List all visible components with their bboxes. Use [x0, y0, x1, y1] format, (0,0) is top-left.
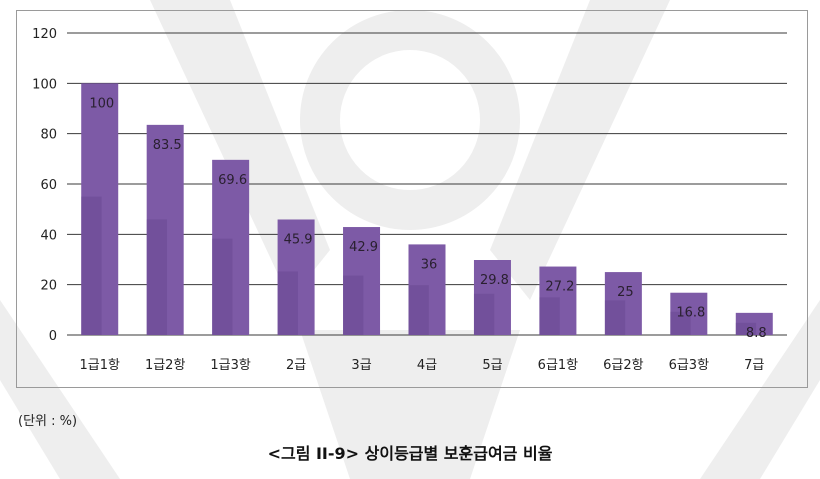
y-tick-label: 80	[40, 128, 57, 143]
bar-shade	[473, 293, 495, 335]
data-label: 16.8	[676, 306, 705, 321]
data-label: 42.9	[349, 240, 378, 255]
data-label: 36	[421, 257, 438, 272]
bar-shade	[604, 300, 626, 335]
bar-shade	[277, 271, 298, 335]
bar-shade	[735, 322, 757, 335]
data-label: 8.8	[746, 326, 767, 341]
unit-note: (단위 : %)	[18, 414, 78, 429]
y-tick-label: 60	[40, 178, 57, 193]
x-category-label: 4급	[417, 358, 437, 373]
x-category-label: 6급2항	[603, 358, 644, 373]
y-tick-label: 40	[40, 228, 57, 243]
chart-frame: 0 20 40 60 80 100 120 100 1급1항 83.5 1급2항 69.6 1급3항 45…	[16, 10, 808, 388]
x-category-label: 5급	[482, 358, 502, 373]
data-label: 45.9	[284, 232, 313, 247]
data-label: 100	[89, 96, 114, 111]
y-tick-label: 0	[49, 329, 57, 344]
bar	[277, 219, 315, 335]
x-category-label: 6급1항	[538, 358, 579, 373]
data-label: 29.8	[480, 273, 509, 288]
bar-shade	[81, 196, 102, 335]
bar-shade	[146, 219, 168, 335]
y-tick-label: 20	[40, 279, 57, 294]
data-label: 83.5	[153, 138, 182, 153]
x-category-label: 1급2항	[145, 358, 186, 373]
data-label: 25	[617, 285, 634, 300]
bar-shade	[343, 275, 364, 335]
bar-shade	[212, 238, 233, 335]
y-tick-label: 120	[32, 27, 57, 42]
x-category-label: 7급	[744, 358, 764, 373]
bar-shade	[539, 297, 560, 335]
x-category-label: 6급3항	[669, 358, 710, 373]
x-category-label: 3급	[351, 358, 371, 373]
bar	[604, 272, 642, 335]
bar	[146, 124, 184, 335]
x-category-label: 1급3항	[210, 358, 251, 373]
bar-shade	[408, 285, 429, 335]
bar	[408, 244, 446, 335]
y-tick-label: 100	[32, 77, 57, 92]
data-label: 27.2	[545, 280, 574, 295]
bar	[539, 266, 577, 335]
bar	[343, 227, 381, 335]
bar-chart: 0 20 40 60 80 100 120 100 1급1항 83.5 1급2항 69.6 1급3항 45…	[32, 27, 787, 373]
bar-shade	[670, 311, 691, 335]
bar	[670, 292, 708, 335]
bar	[81, 83, 119, 335]
bar	[473, 260, 511, 335]
x-category-label: 2급	[286, 358, 306, 373]
bar	[735, 312, 773, 335]
bar	[212, 159, 250, 335]
data-label: 69.6	[218, 173, 247, 188]
x-category-label: 1급1항	[79, 358, 120, 373]
figure-caption: <그림 II-9> 상이등급별 보훈급여금 비율	[267, 444, 553, 463]
